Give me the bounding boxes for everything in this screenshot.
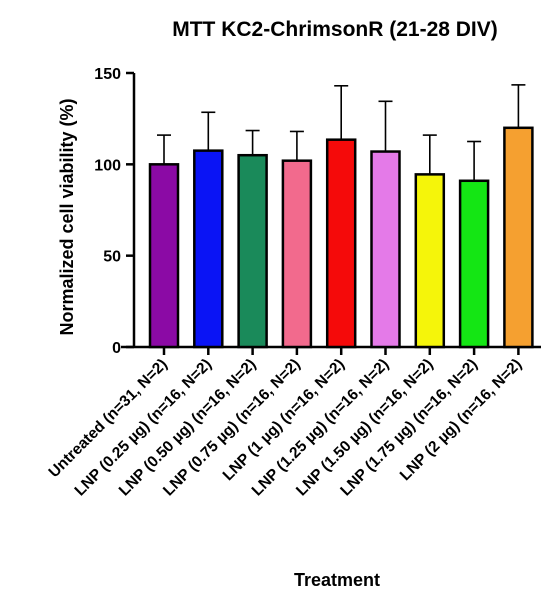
bar: [193, 149, 224, 349]
bar: [503, 126, 534, 349]
bar: [237, 153, 268, 349]
y-axis-title: Normalized cell viability (%): [57, 98, 77, 335]
y-tick-label: 100: [94, 157, 121, 174]
bar: [281, 159, 313, 349]
y-tick-label: 0: [112, 340, 121, 357]
error-bars: [157, 84, 526, 181]
bar: [370, 150, 401, 349]
bars: [148, 126, 534, 349]
bar: [458, 179, 490, 349]
bar: [414, 173, 446, 349]
bar: [148, 163, 180, 349]
y-tick-label: 150: [94, 66, 121, 83]
category-labels: Untreated (n=31, N=2)LNP (0.25 µg) (n=16…: [46, 356, 526, 500]
bar: [325, 138, 357, 349]
y-tick-label: 50: [103, 249, 121, 266]
x-axis-title: Treatment: [294, 570, 380, 590]
chart-title: MTT KC2-ChrimsonR (21-28 DIV): [172, 18, 498, 41]
